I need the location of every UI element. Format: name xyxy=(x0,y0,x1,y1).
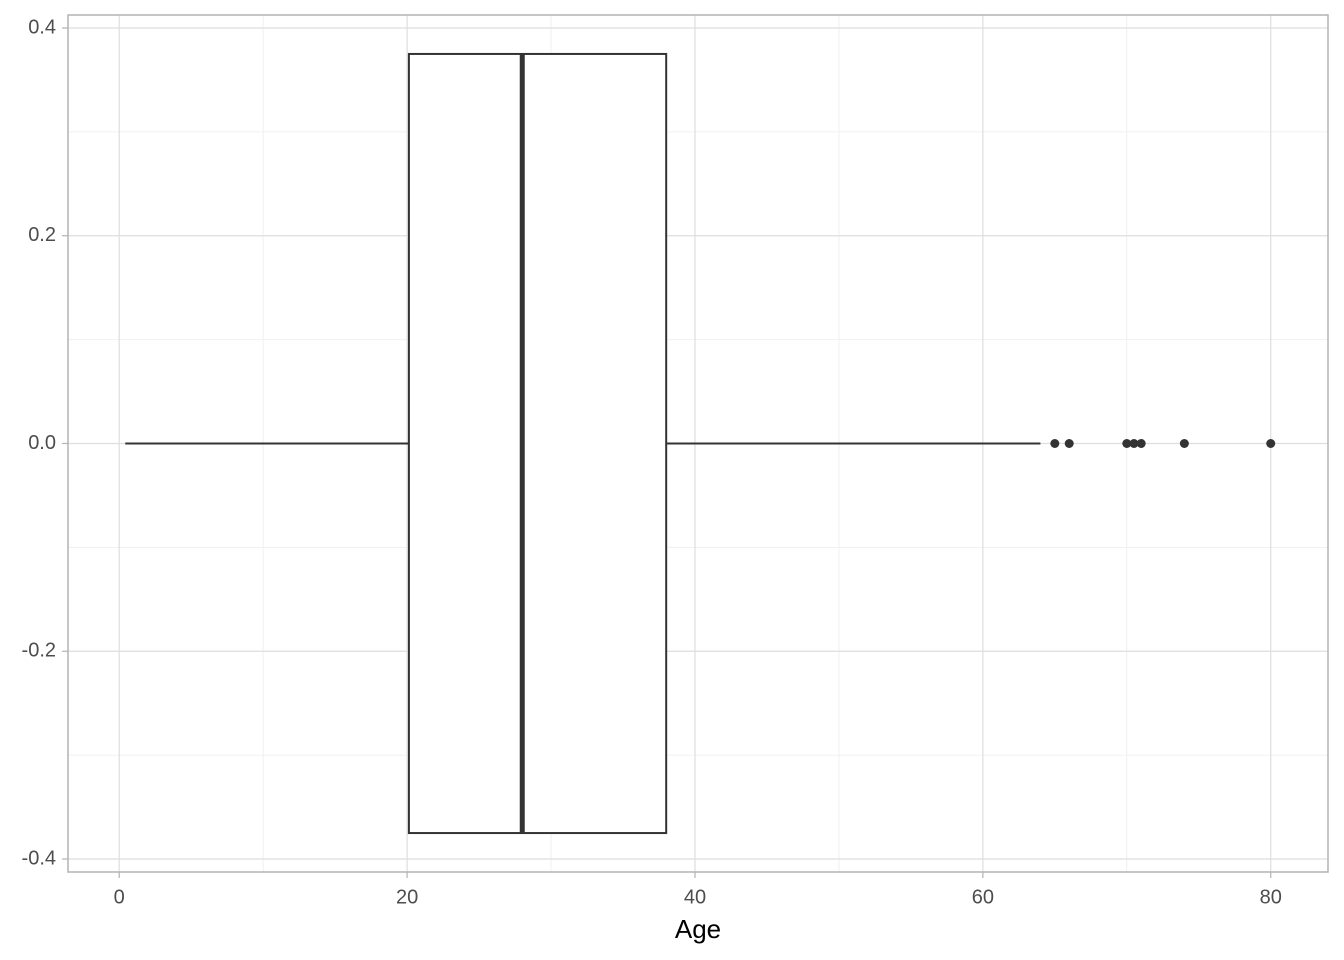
panel-border xyxy=(67,14,1329,873)
x-tick-label: 0 xyxy=(114,886,125,908)
outlier xyxy=(1050,439,1060,448)
outlier xyxy=(1136,439,1146,448)
y-tick-label: 0.4 xyxy=(28,16,56,38)
outlier xyxy=(1179,439,1189,448)
y-tick-label: 0.2 xyxy=(28,224,56,246)
outlier xyxy=(1064,439,1074,448)
x-tick-label: 80 xyxy=(1260,886,1282,908)
box xyxy=(407,52,668,835)
outlier xyxy=(1266,439,1276,448)
y-tick-label: -0.2 xyxy=(22,640,56,662)
y-tick-label: -0.4 xyxy=(22,847,56,869)
x-tick-label: 20 xyxy=(396,886,418,908)
x-tick-label: 60 xyxy=(972,886,994,908)
y-tick-label: 0.0 xyxy=(28,432,56,454)
x-tick-label: 40 xyxy=(684,886,706,908)
outlier xyxy=(1122,439,1132,448)
outlier xyxy=(1129,439,1139,448)
x-axis-title: Age xyxy=(675,914,721,944)
